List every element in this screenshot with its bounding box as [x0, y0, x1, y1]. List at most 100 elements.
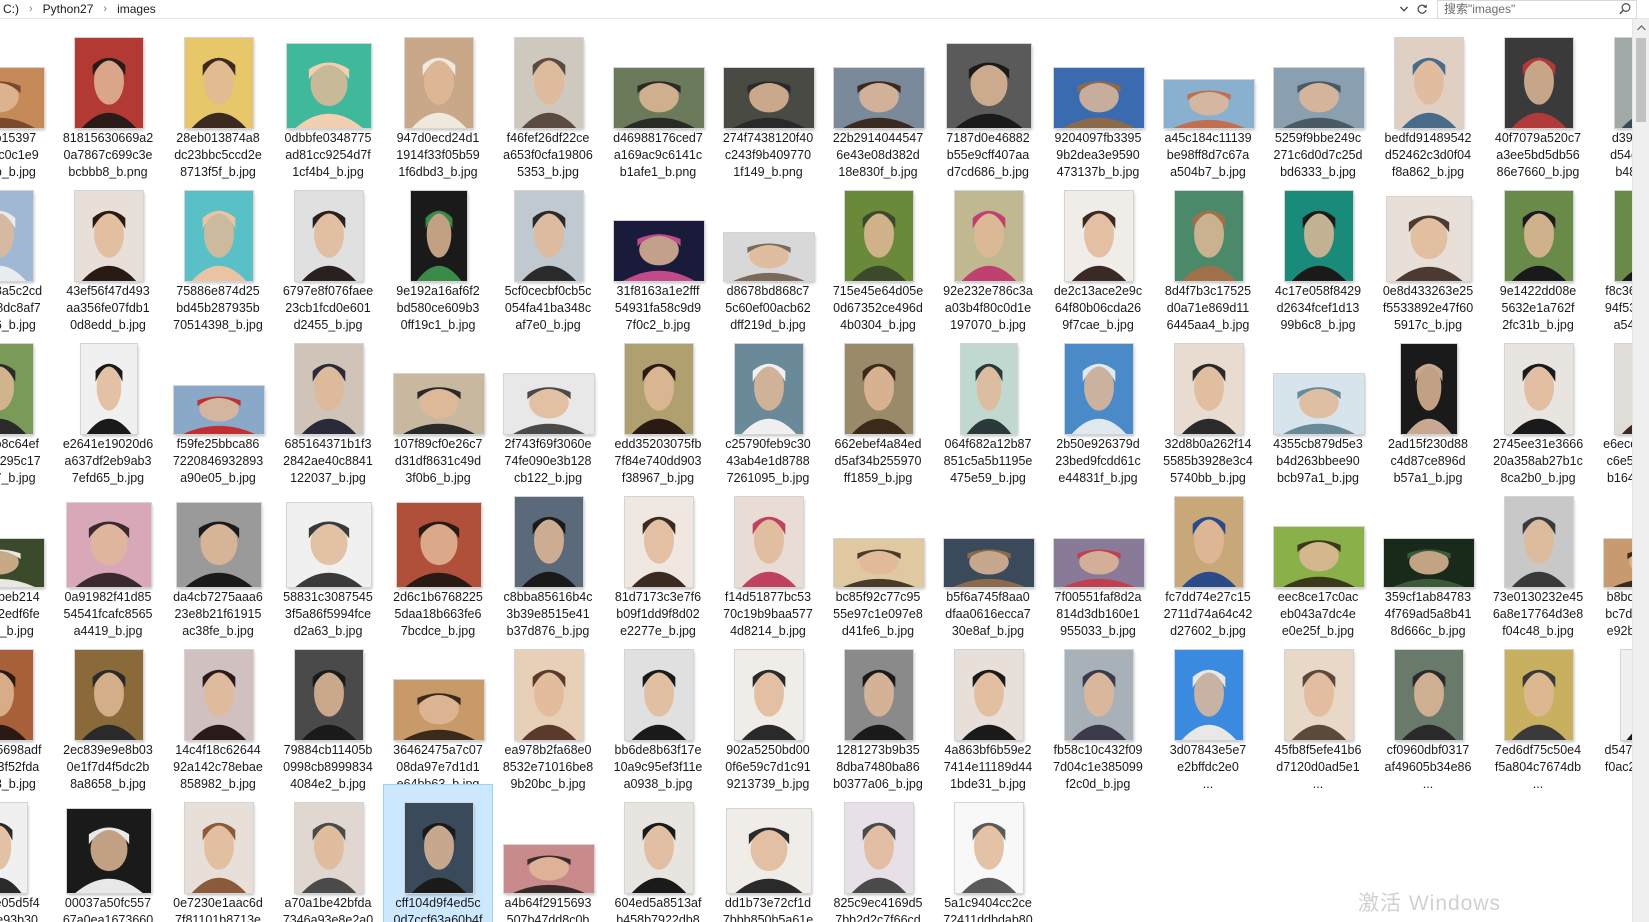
- image-thumbnail[interactable]: [955, 803, 1023, 893]
- image-thumbnail[interactable]: [727, 809, 811, 893]
- image-thumbnail[interactable]: [287, 503, 371, 587]
- image-thumbnail[interactable]: [515, 38, 583, 128]
- file-item[interactable]: 4c17e058f8429 d2634fcef1d13 99b6c8_b.jpg: [1263, 172, 1373, 332]
- image-thumbnail[interactable]: [397, 503, 481, 587]
- image-thumbnail[interactable]: [1054, 68, 1144, 128]
- image-thumbnail[interactable]: [735, 344, 803, 434]
- image-thumbnail[interactable]: [185, 38, 253, 128]
- file-item[interactable]: c25790feb9c30 43ab4e1d8788 7261095_b.jpg: [713, 325, 823, 485]
- image-thumbnail[interactable]: [0, 539, 44, 587]
- file-item[interactable]: fb58c10c432f09 7d04c1e385099 f2c0d_b.jpg: [1043, 631, 1153, 791]
- image-thumbnail[interactable]: [1505, 38, 1573, 128]
- image-thumbnail[interactable]: [1164, 80, 1254, 128]
- image-thumbnail[interactable]: [845, 344, 913, 434]
- file-item[interactable]: 107f89cf0e26c7 d31df8631c49d 3f0b6_b.jpg: [383, 325, 493, 485]
- file-item[interactable]: bedfd91489542 d52462c3d0f04 f8a862_b.jpg: [1373, 19, 1483, 179]
- file-item[interactable]: 28eb013874a8 dc23bbc5ccd2e 8713f5f_b.jpg: [163, 19, 273, 179]
- file-item[interactable]: 92e232e786c3a a03b4f80c0d1e 197070_b.jpg: [933, 172, 1043, 332]
- file-item[interactable]: 9e192a16af6f2 bd580ce609b3 0ff19c1_b.jpg: [383, 172, 493, 332]
- file-item[interactable]: ea978b2fa68e0 8532e71016be8 9b20bc_b.jpg: [493, 631, 603, 791]
- file-item[interactable]: 58831c3087545 3f5a86f5994fce d2a63_b.jpg: [273, 478, 383, 638]
- refresh-icon[interactable]: [1414, 1, 1430, 17]
- file-item[interactable]: e06ae05698adf 2391153f52fda 9527e3_b.jpg: [0, 631, 53, 791]
- file-item[interactable]: 2745ee31e3666 20a358ab27b1c 8ca2b0_b.jpg: [1483, 325, 1593, 485]
- file-item[interactable]: f59fe25bbca86 7220846932893 a90e05_b.jpg: [163, 325, 273, 485]
- image-thumbnail[interactable]: [287, 44, 371, 128]
- file-item[interactable]: 902a5250bd00 0f6e59c7d1c91 9213739_b.jpg: [713, 631, 823, 791]
- image-thumbnail[interactable]: [504, 374, 594, 434]
- search-icon[interactable]: [1618, 2, 1632, 16]
- file-item[interactable]: 31f8163a1e2fff 54931fa58c9d9 7f0c2_b.jpg: [603, 172, 713, 332]
- file-item[interactable]: 8d4f7b3c17525 d0a71e869d11 6445aa4_b.jpg: [1153, 172, 1263, 332]
- file-item[interactable]: bc85f92c77c95 55e97c1e097e8 d41fe6_b.jpg: [823, 478, 933, 638]
- image-thumbnail[interactable]: [724, 233, 814, 281]
- image-thumbnail[interactable]: [625, 650, 693, 740]
- file-item[interactable]: 0a91982f41d85 54541fcafc8565 a4419_b.jpg: [53, 478, 163, 638]
- image-thumbnail[interactable]: [504, 845, 594, 893]
- image-thumbnail[interactable]: [1395, 38, 1463, 128]
- image-thumbnail[interactable]: [411, 191, 467, 281]
- file-item[interactable]: d4a430beb214 1fe2f252edf6fe a99c9f_b.jpg: [0, 478, 53, 638]
- file-item[interactable]: 2f743f69f3060e 74fe090e3b128 cb122_b.jpg: [493, 325, 603, 485]
- file-item[interactable]: 6797e8f076faee 23cb1fcd0e601 d2455_b.jpg: [273, 172, 383, 332]
- image-thumbnail[interactable]: [75, 191, 143, 281]
- image-thumbnail[interactable]: [961, 344, 1017, 434]
- image-thumbnail[interactable]: [174, 386, 264, 434]
- file-item[interactable]: 45fb8f5efe41b6 d7120d0ad5e1...: [1263, 631, 1373, 791]
- image-thumbnail[interactable]: [81, 344, 137, 434]
- image-thumbnail[interactable]: [1175, 497, 1243, 587]
- image-thumbnail[interactable]: [394, 680, 484, 740]
- image-thumbnail[interactable]: [405, 803, 473, 893]
- file-item[interactable]: 7f00551faf8d2a 814d3db160e1 955033_b.jpg: [1043, 478, 1153, 638]
- image-thumbnail[interactable]: [625, 803, 693, 893]
- image-thumbnail[interactable]: [735, 497, 803, 587]
- file-item[interactable]: 2ec839e9e8b03 0e1f7d4f5dc2b 8a8658_b.jpg: [53, 631, 163, 791]
- file-item[interactable]: e2641e19020d6 a637df2eb9ab3 7efd65_b.jpg: [53, 325, 163, 485]
- image-thumbnail[interactable]: [1065, 650, 1133, 740]
- file-item[interactable]: 064f682a12b87 851c5a5b1195e 475e59_b.jpg: [933, 325, 1043, 485]
- file-item[interactable]: bb6de8b63f17e 10a9c95ef3f11e a0938_b.jpg: [603, 631, 713, 791]
- image-thumbnail[interactable]: [955, 650, 1023, 740]
- file-item[interactable]: 274f7438120f40 c243f9b409770 1f149_b.png: [713, 19, 823, 179]
- image-thumbnail[interactable]: [1387, 197, 1471, 281]
- file-item[interactable]: 359cf1ab84783 4f769ad5a8b41 8d666c_b.jpg: [1373, 478, 1483, 638]
- file-item[interactable]: 9e1422dd08e 5632e1a762f 2fc31b_b.jpg: [1483, 172, 1593, 332]
- breadcrumb-separator-icon[interactable]: ›: [29, 3, 33, 15]
- file-item[interactable]: 715e45e64d05e 0d67352ce496d 4b0304_b.jpg: [823, 172, 933, 332]
- search-box[interactable]: [1437, 0, 1637, 19]
- file-item[interactable]: 0e8d433263e25 f5533892e47f60 5917c_b.jpg: [1373, 172, 1483, 332]
- file-item[interactable]: 0dbbfe0348775 ad81cc9254d7f 1cf4b4_b.jpg: [273, 19, 383, 179]
- file-item[interactable]: 2d6c1b6768225 5daa18b663fe6 7bcdce_b.jpg: [383, 478, 493, 638]
- image-thumbnail[interactable]: [0, 68, 44, 128]
- image-thumbnail[interactable]: [1505, 497, 1573, 587]
- image-thumbnail[interactable]: [724, 68, 814, 128]
- image-thumbnail[interactable]: [1274, 68, 1364, 128]
- file-item[interactable]: 78fbbcb8c64ef b3cf955295c17 7dca77_b.jpg: [0, 325, 53, 485]
- image-thumbnail[interactable]: [1175, 344, 1243, 434]
- file-item[interactable]: 4a863bf6b59e2 7414e11189d44 1bde31_b.jpg: [933, 631, 1043, 791]
- image-thumbnail[interactable]: [75, 38, 143, 128]
- file-item[interactable]: 18f5b3e05d5f482fb00e93b30...: [0, 784, 53, 922]
- image-thumbnail[interactable]: [295, 650, 363, 740]
- chevron-down-icon[interactable]: [1396, 1, 1412, 17]
- file-item[interactable]: 947d0ecd24d1 1914f33f05b59 1f6dbd3_b.jpg: [383, 19, 493, 179]
- image-thumbnail[interactable]: [1175, 650, 1243, 740]
- image-thumbnail[interactable]: [834, 539, 924, 587]
- image-thumbnail[interactable]: [1065, 344, 1133, 434]
- image-thumbnail[interactable]: [0, 650, 33, 740]
- image-thumbnail[interactable]: [944, 539, 1034, 587]
- image-thumbnail[interactable]: [1065, 191, 1133, 281]
- image-thumbnail[interactable]: [947, 44, 1031, 128]
- image-thumbnail[interactable]: [625, 497, 693, 587]
- image-thumbnail[interactable]: [185, 650, 253, 740]
- file-item[interactable]: 4355cb879d5e3 b4d263bbee90 bcb97a1_b.jpg: [1263, 325, 1373, 485]
- image-thumbnail[interactable]: [515, 650, 583, 740]
